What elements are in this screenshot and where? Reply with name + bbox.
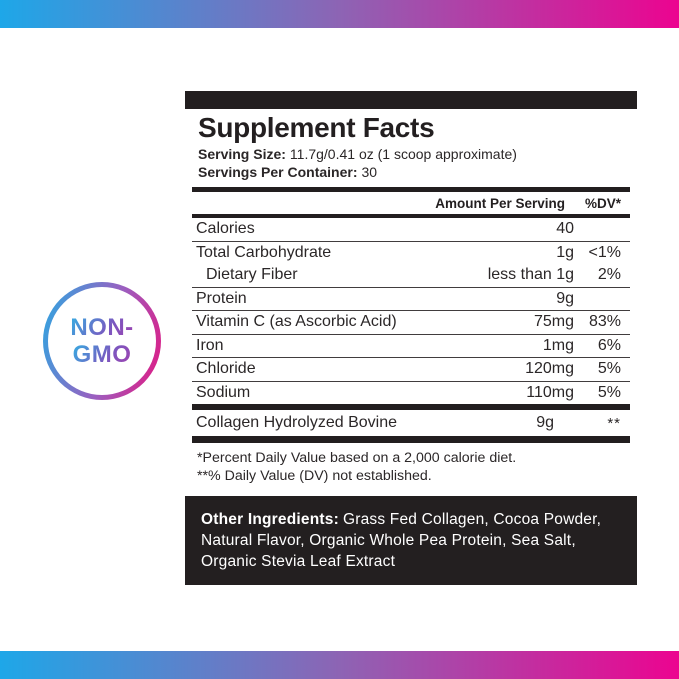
top-gradient-bar: [0, 0, 679, 28]
header-percent-dv: %DV*: [584, 195, 621, 211]
servings-per-container-line: Servings Per Container: 30: [198, 164, 637, 180]
nutrient-dv: 5%: [597, 360, 621, 378]
nutrient-name: Collagen Hydrolyzed Bovine: [196, 414, 397, 431]
table-row: Dietary Fiber less than 1g 2%: [192, 264, 630, 288]
other-ingredients-label: Other Ingredients:: [201, 511, 339, 528]
table-row: Protein 9g: [192, 288, 630, 311]
servings-per-container-value: 30: [361, 164, 378, 180]
nutrient-name: Sodium: [196, 383, 251, 401]
nutrition-table: Amount Per Serving %DV* Calories 40 Total …: [192, 187, 630, 443]
table-row: Total Carbohydrate 1g <1%: [192, 242, 630, 265]
footnote-daily-value: *Percent Daily Value based on a 2,000 ca…: [197, 450, 517, 466]
other-ingredients-box: Other Ingredients: Grass Fed Collagen, Co…: [185, 496, 637, 585]
table-row: Calories 40: [192, 218, 630, 242]
serving-size-value: 11.7g/0.41 oz (1 scoop approximate): [289, 146, 517, 162]
nutrient-dv: 6%: [597, 336, 621, 354]
bottom-gradient-bar: [0, 651, 679, 679]
non-gmo-text-line2: GMO: [72, 341, 132, 368]
nutrient-name: Dietary Fiber: [206, 266, 298, 284]
nutrient-amount: 9g: [556, 289, 574, 307]
nutrient-rows: Calories 40 Total Carbohydrate 1g <1% Dietary…: [192, 218, 630, 404]
table-header-row: Amount Per Serving %DV*: [192, 192, 630, 218]
nutrient-name: Chloride: [196, 360, 256, 378]
label-title: Supplement Facts: [198, 112, 435, 143]
non-gmo-badge-inner: NON- GMO: [48, 287, 156, 395]
nutrient-name: Vitamin C (as Ascorbic Acid): [196, 313, 397, 331]
nutrient-name: Iron: [196, 336, 224, 354]
divider-bar-below-collagen: [192, 436, 630, 443]
nutrient-amount: 9g: [536, 414, 554, 431]
nutrient-name: Protein: [196, 289, 247, 307]
table-row: Vitamin C (as Ascorbic Acid) 75mg 83%: [192, 311, 630, 335]
divider-bar-above-collagen: [192, 404, 630, 410]
table-row: Sodium 110mg 5%: [192, 382, 630, 405]
nutrient-amount: 75mg: [533, 313, 574, 331]
nutrient-amount: less than 1g: [487, 266, 574, 284]
serving-size-line: Serving Size: 11.7g/0.41 oz (1 scoop appr…: [198, 146, 637, 162]
supplement-facts-panel: Supplement Facts Serving Size: 11.7g/0.41…: [185, 91, 637, 585]
label-top-bar: [185, 91, 637, 109]
non-gmo-text-line1: NON-: [70, 314, 134, 341]
nutrient-dv: 2%: [597, 266, 621, 284]
nutrient-dv: <1%: [588, 243, 621, 261]
nutrient-name: Calories: [196, 220, 255, 238]
footnotes: *Percent Daily Value based on a 2,000 ca…: [197, 450, 637, 485]
nutrient-amount: 120mg: [525, 360, 574, 378]
nutrient-amount: 1mg: [542, 336, 574, 354]
nutrient-dv: 83%: [588, 313, 621, 331]
footnote-dv-not-established: **% Daily Value (DV) not established.: [197, 467, 432, 484]
other-ingredients-text: Grass Fed Collagen, Cocoa Powder, Natura…: [201, 511, 602, 570]
table-row-collagen: Collagen Hydrolyzed Bovine 9g **: [192, 410, 630, 436]
nutrient-dv: 5%: [597, 383, 621, 401]
nutrient-amount: 40: [556, 220, 574, 238]
non-gmo-badge: NON- GMO: [43, 282, 161, 400]
nutrient-amount: 1g: [556, 243, 574, 261]
table-top-bar: [192, 187, 630, 192]
servings-per-container-label: Servings Per Container:: [198, 164, 358, 180]
nutrient-dv: **: [607, 414, 621, 432]
table-row: Iron 1mg 6%: [192, 335, 630, 358]
nutrient-name: Total Carbohydrate: [196, 243, 332, 261]
header-amount-per-serving: Amount Per Serving: [435, 195, 565, 211]
table-row: Chloride 120mg 5%: [192, 358, 630, 382]
serving-size-label: Serving Size:: [198, 146, 286, 162]
nutrient-amount: 110mg: [526, 383, 574, 401]
